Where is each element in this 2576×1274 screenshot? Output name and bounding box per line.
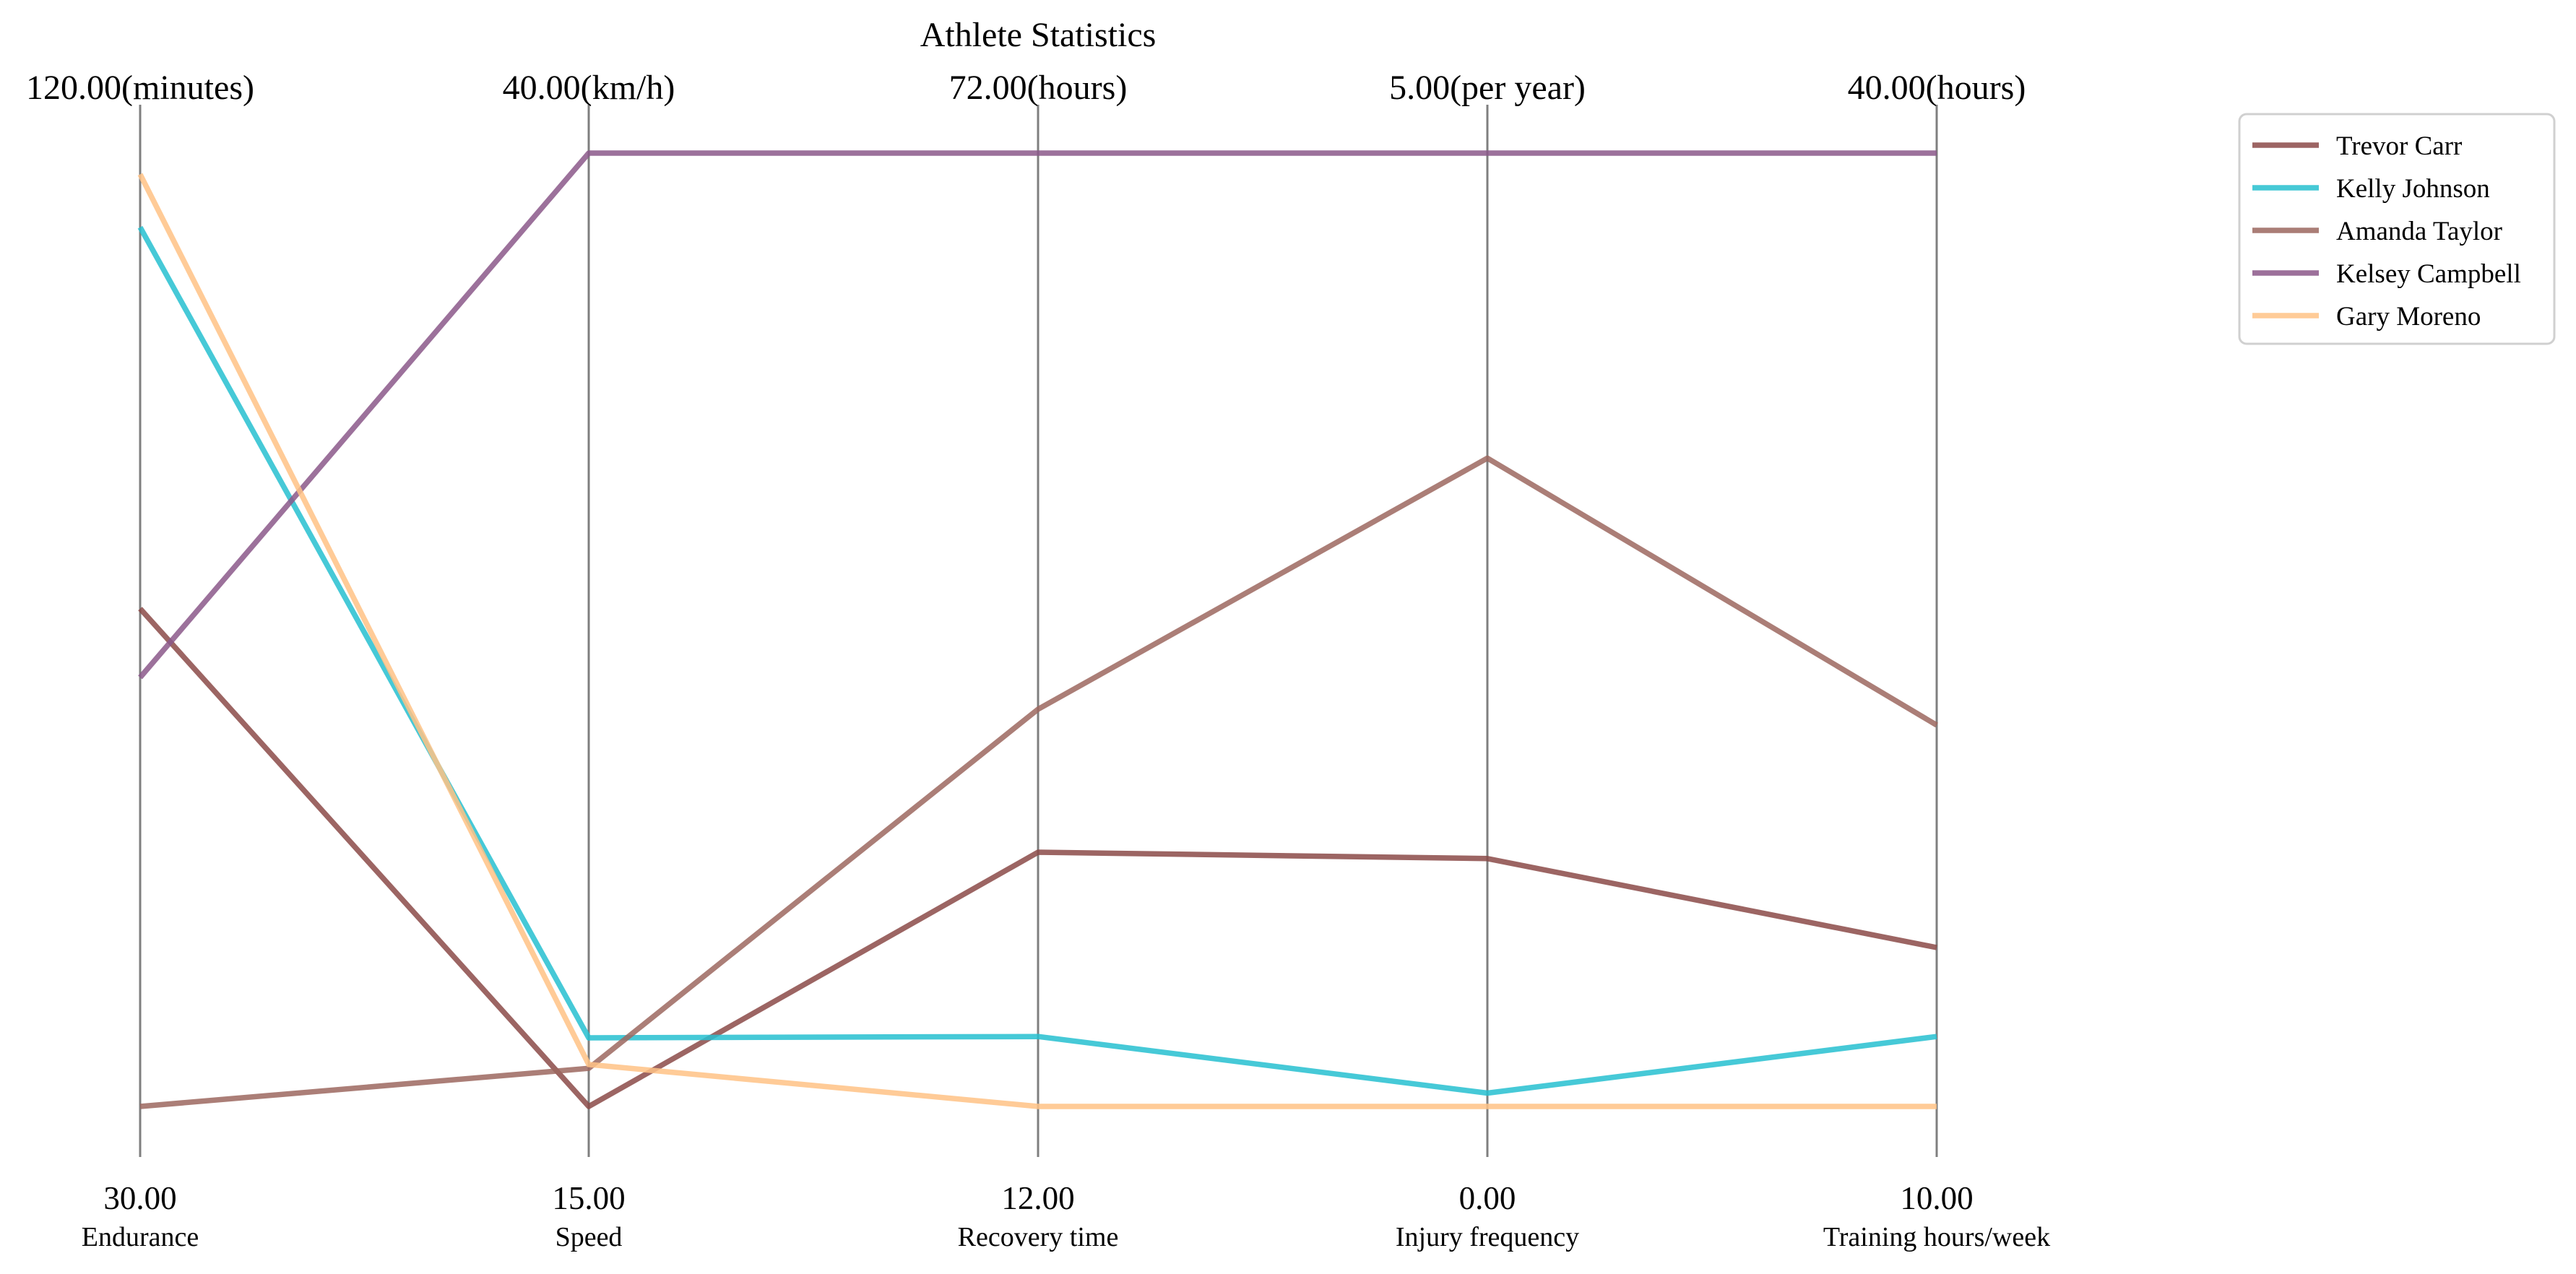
axis-max-label-3: 5.00(per year) bbox=[1389, 69, 1586, 107]
axis-max-label-4: 40.00(hours) bbox=[1848, 69, 2026, 107]
legend-item: Kelsey Campbell bbox=[2252, 259, 2521, 289]
axis-min-label-4: 10.00 bbox=[1900, 1180, 1973, 1216]
legend-label: Gary Moreno bbox=[2336, 302, 2481, 332]
legend-item: Kelly Johnson bbox=[2252, 174, 2490, 204]
axis-max-label-1: 40.00(km/h) bbox=[503, 69, 675, 107]
legend-item: Gary Moreno bbox=[2252, 302, 2481, 332]
axes: 120.00(minutes) 30.00 Endurance 40.00(km/h)… bbox=[26, 69, 2050, 1252]
legend-label: Kelsey Campbell bbox=[2336, 259, 2521, 289]
axis-min-label-1: 15.00 bbox=[552, 1180, 625, 1216]
legend-item: Trevor Carr bbox=[2252, 131, 2462, 161]
axis-max-label-0: 120.00(minutes) bbox=[26, 69, 254, 107]
axis-label-0: Endurance bbox=[82, 1222, 199, 1252]
series-line-amanda-taylor bbox=[139, 455, 1938, 1109]
axis-max-label-2: 72.00(hours) bbox=[949, 69, 1128, 107]
axis-label-3: Injury frequency bbox=[1396, 1222, 1579, 1252]
axis-min-label-0: 30.00 bbox=[103, 1180, 176, 1216]
axis-label-4: Training hours/week bbox=[1823, 1222, 2050, 1252]
series-line-kelsey-campbell bbox=[138, 150, 1937, 680]
legend-label: Kelly Johnson bbox=[2336, 174, 2490, 204]
series-line-trevor-carr bbox=[138, 607, 1937, 1109]
axis-label-2: Recovery time bbox=[958, 1222, 1119, 1252]
legend: Trevor Carr Kelly Johnson Amanda Taylor Kel… bbox=[2238, 113, 2556, 345]
axis-min-label-2: 12.00 bbox=[1001, 1180, 1074, 1216]
legend-label: Trevor Carr bbox=[2336, 131, 2462, 161]
series-lines bbox=[137, 150, 1938, 1109]
legend-frame bbox=[2238, 113, 2556, 345]
chart-title: Athlete Statistics bbox=[920, 16, 1157, 54]
legend-label: Amanda Taylor bbox=[2336, 217, 2502, 246]
axis-min-label-3: 0.00 bbox=[1459, 1180, 1516, 1216]
axis-label-1: Speed bbox=[556, 1222, 623, 1252]
legend-item: Amanda Taylor bbox=[2252, 217, 2502, 246]
series-line-gary-moreno bbox=[137, 173, 1937, 1109]
